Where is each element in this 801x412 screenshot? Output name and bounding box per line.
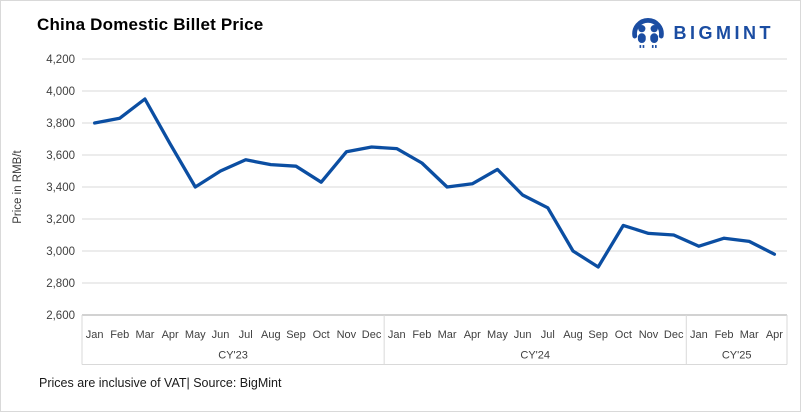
x-tick-label-month: Jul (541, 329, 555, 341)
bigmint-logo: BIGMINT (629, 17, 775, 50)
x-tick-label-month: Jan (86, 329, 104, 341)
x-tick-label-month: Apr (162, 329, 179, 341)
y-tick-label: 3,800 (46, 118, 75, 130)
y-axis-title: Price in RMB/t (12, 149, 24, 223)
x-tick-label-month: Nov (639, 329, 659, 341)
x-tick-label-month: Feb (412, 329, 431, 341)
y-tick-label: 3,200 (46, 214, 75, 226)
x-tick-label-month: Jan (388, 329, 406, 341)
x-tick-label-month: Oct (615, 329, 632, 341)
x-tick-label-month: Oct (313, 329, 330, 341)
x-tick-label-month: Jun (514, 329, 532, 341)
x-tick-label-month: Jun (212, 329, 230, 341)
y-tick-label: 4,000 (46, 86, 75, 98)
x-tick-label-month: Mar (135, 329, 154, 341)
x-tick-label-month: Jan (690, 329, 708, 341)
x-tick-label-month: Aug (261, 329, 281, 341)
y-tick-label: 2,800 (46, 278, 75, 290)
bigmint-logo-icon (631, 17, 664, 48)
x-tick-label-month: Mar (438, 329, 457, 341)
x-tick-label-month: Apr (464, 329, 481, 341)
x-tick-label-month: Dec (362, 329, 382, 341)
x-tick-label-month: Aug (563, 329, 583, 341)
price-line-series (92, 97, 777, 269)
y-tick-label: 2,600 (46, 310, 75, 322)
chart-title: China Domestic Billet Price (37, 15, 264, 34)
x-tick-label-month: May (487, 329, 508, 341)
y-tick-label: 3,000 (46, 246, 75, 258)
x-tick-label-month: Feb (715, 329, 734, 341)
x-tick-label-month: Apr (766, 329, 783, 341)
x-tick-label-year: CY'25 (722, 350, 752, 362)
x-tick-label-month: Feb (110, 329, 129, 341)
x-tick-label-month: Dec (664, 329, 684, 341)
x-tick-label-month: Sep (588, 329, 608, 341)
y-tick-label: 3,400 (46, 182, 75, 194)
y-tick-label: 3,600 (46, 150, 75, 162)
x-tick-label-month: Jul (239, 329, 253, 341)
x-tick-label-month: Nov (337, 329, 357, 341)
x-tick-label-month: Mar (740, 329, 759, 341)
x-tick-label-month: Sep (286, 329, 306, 341)
source-note: Prices are inclusive of VAT| Source: Big… (39, 376, 282, 390)
x-tick-label-month: May (185, 329, 206, 341)
x-tick-label-year: CY'23 (218, 350, 248, 362)
y-tick-label: 4,200 (46, 54, 75, 66)
bigmint-logo-text: BIGMINT (673, 23, 774, 43)
x-tick-label-year: CY'24 (520, 350, 550, 362)
